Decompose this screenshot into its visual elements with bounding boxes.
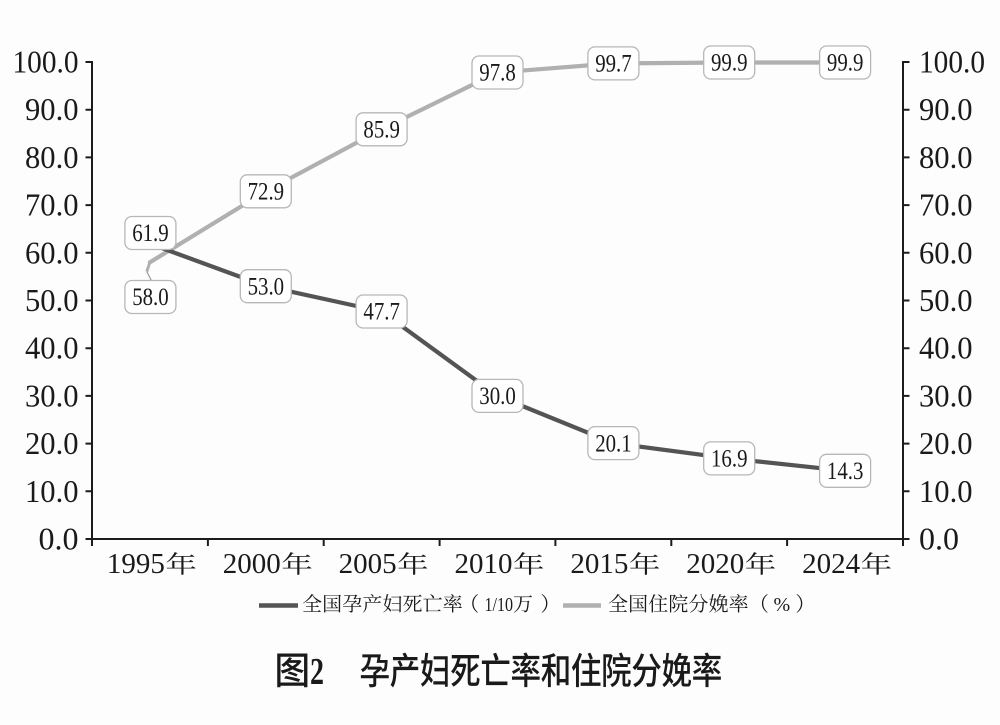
svg-text:80.0: 80.0 (919, 139, 973, 175)
svg-text:97.8: 97.8 (479, 60, 516, 87)
svg-text:99.9: 99.9 (827, 50, 864, 77)
svg-text:60.0: 60.0 (919, 234, 973, 270)
svg-text:58.0: 58.0 (132, 284, 169, 311)
svg-text:0.0: 0.0 (39, 521, 79, 557)
svg-text:2020: 2020 (686, 548, 744, 580)
svg-text:30.0: 30.0 (479, 383, 516, 410)
svg-text:2024: 2024 (802, 548, 861, 580)
svg-text:100.0: 100.0 (13, 44, 79, 80)
svg-text:100.0: 100.0 (919, 44, 985, 80)
svg-text:85.9: 85.9 (363, 117, 400, 144)
svg-text:%: % (774, 594, 791, 616)
svg-text:20.0: 20.0 (25, 425, 79, 461)
svg-text:2010: 2010 (455, 548, 513, 580)
svg-text:14.3: 14.3 (827, 458, 864, 485)
svg-text:20.0: 20.0 (919, 425, 973, 461)
svg-text:16.9: 16.9 (711, 446, 748, 473)
svg-text:50.0: 50.0 (919, 282, 973, 318)
svg-text:90.0: 90.0 (919, 91, 973, 127)
svg-text:10.0: 10.0 (25, 473, 79, 509)
svg-text:61.9: 61.9 (132, 220, 169, 247)
svg-text:2005: 2005 (339, 548, 397, 580)
svg-text:30.0: 30.0 (919, 377, 973, 413)
svg-text:20.1: 20.1 (595, 430, 632, 457)
svg-text:2: 2 (310, 651, 324, 693)
svg-text:72.9: 72.9 (248, 179, 285, 206)
svg-text:50.0: 50.0 (25, 282, 79, 318)
svg-text:47.7: 47.7 (363, 299, 400, 326)
svg-text:40.0: 40.0 (919, 330, 973, 366)
svg-text:2015: 2015 (570, 548, 628, 580)
svg-text:99.9: 99.9 (711, 50, 748, 77)
svg-text:99.7: 99.7 (595, 51, 632, 78)
svg-text:30.0: 30.0 (25, 377, 79, 413)
svg-text:40.0: 40.0 (25, 330, 79, 366)
svg-text:60.0: 60.0 (25, 234, 79, 270)
svg-text:2000: 2000 (223, 548, 281, 580)
svg-text:70.0: 70.0 (25, 187, 79, 223)
svg-text:90.0: 90.0 (25, 91, 79, 127)
svg-text:1995: 1995 (107, 548, 165, 580)
svg-text:70.0: 70.0 (919, 187, 973, 223)
svg-text:53.0: 53.0 (248, 273, 285, 300)
svg-text:80.0: 80.0 (25, 139, 79, 175)
svg-text:1/10: 1/10 (485, 594, 514, 616)
svg-text:10.0: 10.0 (919, 473, 973, 509)
svg-text:0.0: 0.0 (919, 521, 959, 557)
